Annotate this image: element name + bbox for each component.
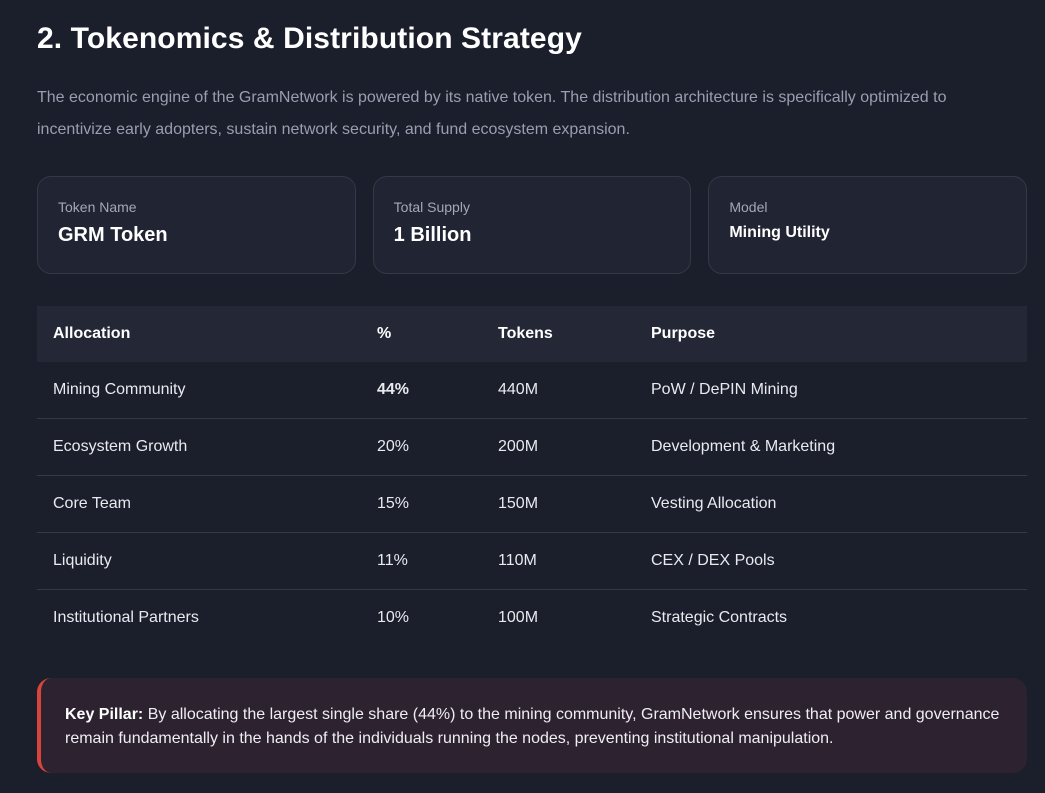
percent-cell: 11%: [377, 532, 498, 590]
token-name-card: Token Name GRM Token: [37, 176, 356, 274]
card-value: 1 Billion: [393, 224, 472, 246]
tokens-cell: 110M: [498, 532, 651, 590]
percent-cell: 20%: [377, 418, 498, 476]
column-header-allocation: Allocation: [37, 306, 377, 362]
table-header-row: Allocation % Tokens Purpose: [37, 306, 1027, 362]
card-label: Model: [729, 199, 768, 215]
purpose-cell: CEX / DEX Pools: [651, 532, 1027, 590]
card-label: Total Supply: [393, 199, 470, 215]
tokens-cell: 150M: [498, 475, 651, 533]
section-intro: The economic engine of the GramNetwork i…: [37, 89, 947, 138]
allocation-cell: Ecosystem Growth: [37, 418, 377, 476]
percent-cell: 10%: [377, 609, 410, 626]
key-pillar-callout: Key Pillar: By allocating the largest si…: [37, 678, 1027, 773]
callout-text: By allocating the largest single share (…: [65, 706, 1000, 747]
purpose-cell: Vesting Allocation: [651, 475, 1027, 533]
section-title: 2. Tokenomics & Distribution Strategy: [37, 22, 582, 55]
table-row: Core Team 15% 150M Vesting Allocation: [37, 475, 1027, 533]
percent-cell: 44%: [377, 362, 498, 419]
allocation-table: Allocation % Tokens Purpose Mining Commu…: [37, 306, 1027, 646]
card-label: Token Name: [58, 199, 137, 215]
allocation-cell: Core Team: [37, 475, 377, 533]
allocation-cell: Mining Community: [37, 362, 377, 419]
table-row: Liquidity 11% 110M CEX / DEX Pools: [37, 532, 1027, 590]
column-header-purpose: Purpose: [651, 306, 1027, 362]
card-value: GRM Token: [58, 224, 168, 246]
tokens-cell: 200M: [498, 418, 651, 476]
tokens-cell: 100M: [498, 609, 539, 626]
table-row: Mining Community 44% 440M PoW / DePIN Mi…: [37, 362, 1027, 419]
allocation-cell: Liquidity: [37, 532, 377, 590]
column-header-percent: %: [377, 306, 498, 362]
purpose-cell: PoW / DePIN Mining: [651, 362, 1027, 419]
tokens-cell: 440M: [498, 362, 651, 419]
callout-label: Key Pillar:: [65, 706, 144, 723]
percent-cell: 15%: [377, 475, 498, 533]
table-row: Institutional Partners 10% 100M Strategi…: [37, 590, 1027, 647]
table-row: Ecosystem Growth 20% 200M Development & …: [37, 418, 1027, 476]
card-value: Mining Utility: [729, 224, 830, 241]
model-card: Model Mining Utility: [708, 176, 1028, 274]
purpose-cell: Development & Marketing: [651, 418, 1027, 476]
total-supply-card: Total Supply 1 Billion: [372, 176, 692, 274]
allocation-cell: Institutional Partners: [53, 609, 199, 626]
purpose-cell: Strategic Contracts: [651, 609, 788, 626]
column-header-tokens: Tokens: [498, 306, 651, 362]
token-info-cards: Token Name GRM Token Total Supply 1 Bill…: [37, 176, 1028, 274]
